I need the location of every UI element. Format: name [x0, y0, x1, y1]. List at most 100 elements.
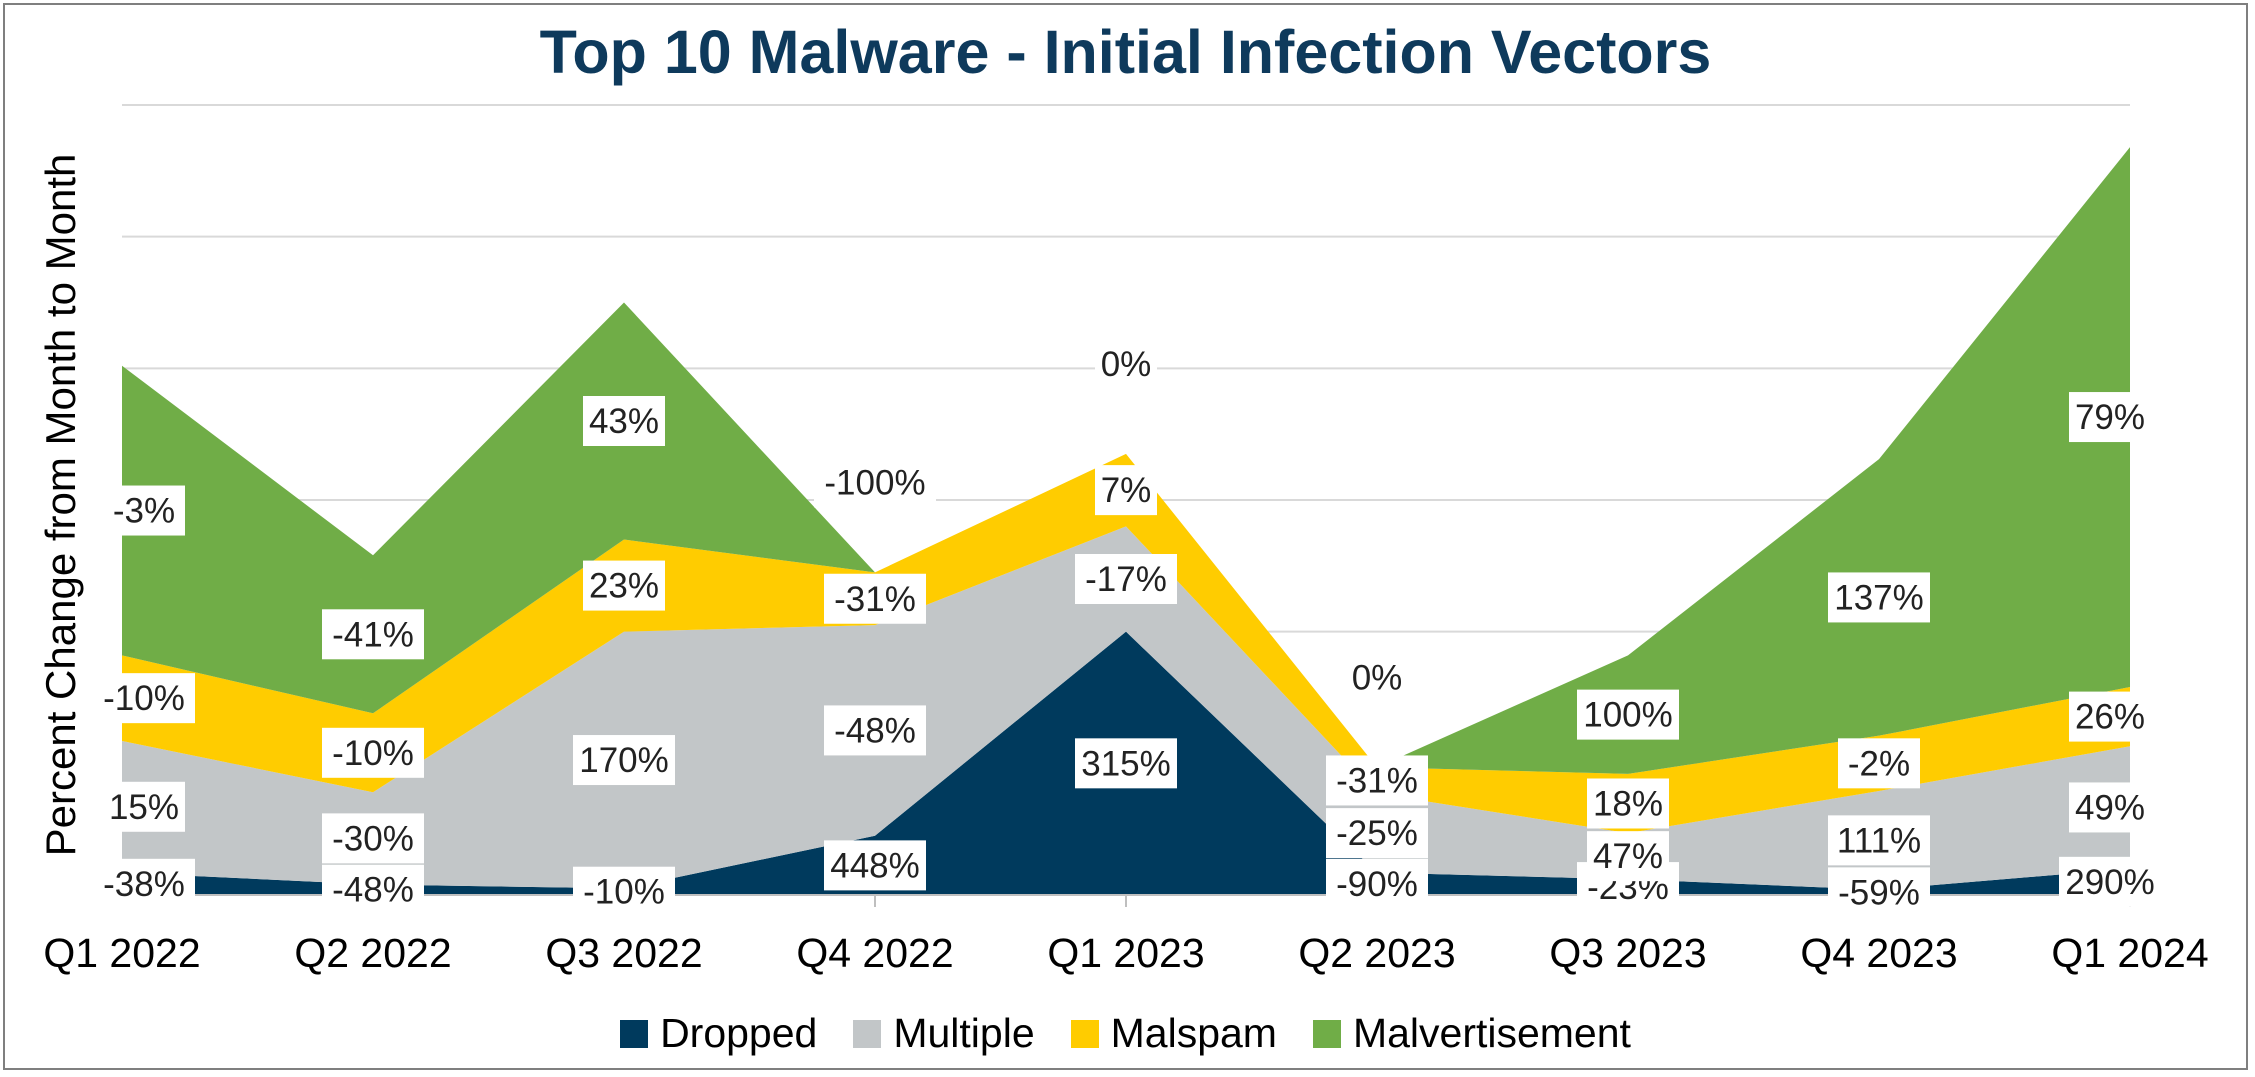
data-label-text: 111%: [1837, 821, 1921, 860]
legend-swatch: [1312, 1019, 1341, 1048]
x-axis: Q1 2022 Q2 2022 Q3 2022 Q4 2022 Q1 2023 Q2 20…: [43, 894, 2209, 976]
data-label-box: [824, 573, 926, 624]
data-label-box: [93, 858, 195, 909]
data-label-text: 0%: [1101, 345, 1152, 384]
data-label-box: [1095, 465, 1157, 516]
data-label-malspam: 26%: [2069, 691, 2151, 742]
x-tick-label: Q2 2023: [1298, 930, 1455, 976]
data-label-box: [322, 609, 424, 660]
data-label-box: [1838, 738, 1920, 789]
x-tick-label: Q4 2023: [1800, 930, 1957, 976]
legend-item-malvertisement: Malvertisement: [1312, 1010, 1631, 1057]
data-label-text: -2%: [1848, 744, 1910, 783]
x-tick-label: Q3 2023: [1549, 930, 1706, 976]
data-label-text: -48%: [332, 871, 414, 910]
x-tick-label: Q3 2022: [545, 930, 702, 976]
data-label-text: -48%: [834, 711, 916, 750]
legend-label: Dropped: [660, 1010, 818, 1056]
data-label-malvertisement: 79%: [2069, 392, 2151, 443]
data-label-box: [1326, 858, 1428, 909]
data-label-box: [1828, 815, 1930, 866]
legend-label: Malspam: [1110, 1010, 1277, 1056]
data-label-text: -31%: [834, 580, 916, 619]
data-label-dropped: 315%: [1075, 738, 1177, 789]
data-label-malvertisement: 100%: [1577, 689, 1679, 740]
data-label-multiple: 111%: [1828, 815, 1930, 866]
data-label-text: -41%: [332, 615, 414, 654]
data-label-multiple: 15%: [103, 781, 185, 832]
data-label-malspam: 23%: [583, 560, 665, 611]
data-label-malvertisement: 0%: [1346, 652, 1408, 703]
data-label-text: -10%: [103, 679, 185, 718]
legend-swatch: [1070, 1019, 1099, 1048]
data-label-malspam: -31%: [824, 573, 926, 624]
data-label-malspam: -10%: [322, 727, 424, 778]
data-label-box: [1326, 808, 1428, 859]
data-label-dropped: -48%: [322, 864, 424, 915]
stacked-area-plot: Q1 2022 Q2 2022 Q3 2022 Q4 2022 Q1 2023 Q2 20…: [43, 104, 2209, 976]
legend-item-dropped: Dropped: [620, 1010, 817, 1057]
data-label-box: [103, 485, 185, 536]
legend-item-multiple: Multiple: [853, 1010, 1035, 1057]
data-label-malspam: -31%: [1326, 755, 1428, 806]
data-label-box: [322, 813, 424, 864]
data-label-box: [1075, 554, 1177, 604]
data-label-box: [1095, 338, 1157, 389]
data-label-text: -17%: [1085, 560, 1167, 599]
data-label-malspam: -2%: [1838, 738, 1920, 789]
data-label-text: 448%: [830, 846, 920, 885]
data-label-text: -10%: [583, 873, 665, 912]
data-label-text: 47%: [1593, 837, 1663, 876]
x-tick-label: Q2 2022: [294, 930, 451, 976]
area-multiple: [122, 526, 2130, 890]
data-label-dropped: -90%: [1326, 858, 1428, 909]
data-label-box: [573, 866, 675, 917]
data-label-box: [2059, 856, 2161, 907]
data-label-multiple: 170%: [573, 735, 675, 786]
data-label-text: 170%: [579, 741, 669, 780]
data-label-box: [1075, 738, 1177, 789]
data-label-text: 23%: [589, 567, 659, 606]
data-label-text: 315%: [1081, 744, 1171, 783]
data-label-box: [2069, 691, 2151, 742]
data-label-text: 290%: [2065, 863, 2155, 902]
data-label-box: [2069, 782, 2151, 833]
data-label-malvertisement: 137%: [1828, 572, 1930, 623]
data-label-text: 100%: [1583, 696, 1673, 735]
chart-title: Top 10 Malware - Initial Infection Vecto…: [539, 18, 1712, 86]
x-tick-label: Q1 2023: [1047, 930, 1204, 976]
data-label-box: [1346, 652, 1408, 703]
data-label-malvertisement: -41%: [322, 609, 424, 660]
data-label-dropped: -38%: [93, 858, 195, 909]
data-label-multiple: -17%: [1075, 554, 1177, 604]
data-label-dropped: -59%: [1828, 867, 1930, 918]
data-label-text: 43%: [589, 402, 659, 441]
chart-frame: Top 10 Malware - Initial Infection Vecto…: [3, 3, 2248, 1070]
data-label-box: [824, 840, 926, 891]
legend-label: Malvertisement: [1352, 1010, 1631, 1056]
data-label-text: 137%: [1834, 578, 1924, 617]
data-label-box: [814, 457, 936, 508]
data-label-text: 49%: [2075, 788, 2145, 827]
data-label-box: [1587, 831, 1669, 882]
data-label-text: -31%: [1336, 761, 1418, 800]
data-label-text: -59%: [1838, 873, 1920, 912]
legend-swatch: [853, 1019, 882, 1048]
data-label-text: 0%: [1352, 658, 1403, 697]
data-label-malvertisement: -3%: [103, 485, 185, 536]
data-label-box: [573, 735, 675, 786]
data-label-dropped: 290%: [2059, 856, 2161, 907]
data-label-box: [1587, 778, 1669, 829]
data-label-box: [322, 864, 424, 915]
data-label-text: -38%: [103, 865, 185, 904]
data-label-malvertisement: -100%: [814, 457, 936, 508]
data-label-text: 7%: [1101, 471, 1152, 510]
data-label-malspam: 7%: [1095, 465, 1157, 516]
data-label-text: -100%: [824, 463, 925, 502]
data-label-text: -30%: [332, 819, 414, 858]
data-label-dropped: -10%: [573, 866, 675, 917]
data-label-text: -3%: [113, 492, 175, 531]
area-malvertisement: [122, 147, 2130, 774]
data-label-box: [1828, 572, 1930, 623]
data-label-box: [322, 727, 424, 778]
